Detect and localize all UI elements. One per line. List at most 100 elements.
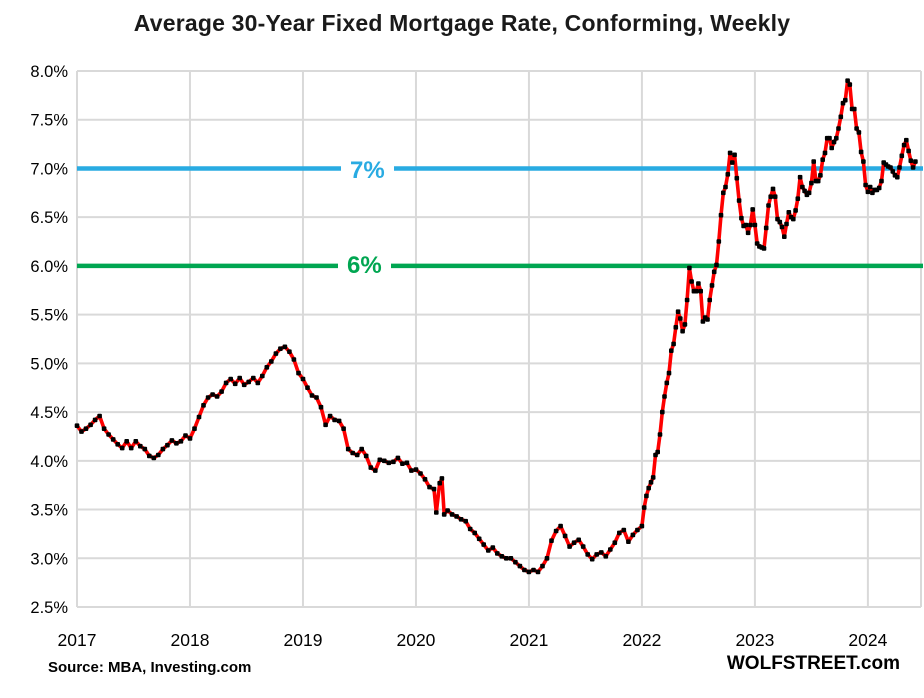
rate-marker <box>786 210 792 215</box>
rate-marker <box>745 230 751 236</box>
rate-marker <box>709 283 715 288</box>
rate-marker <box>797 174 803 180</box>
rate-marker <box>124 439 129 444</box>
rate-marker <box>766 203 771 208</box>
rate-marker <box>128 445 134 451</box>
rate-marker <box>169 438 175 443</box>
rate-marker <box>687 265 692 271</box>
rate-marker <box>811 159 816 164</box>
rate-marker <box>106 432 111 437</box>
rate-marker <box>138 443 143 449</box>
rate-marker <box>594 552 599 557</box>
rate-marker <box>441 512 447 517</box>
rate-marker <box>660 409 665 415</box>
rate-marker <box>908 158 914 163</box>
rate-marker <box>689 279 694 284</box>
wolfstreet-branding: WOLFSTREET.com <box>726 653 900 674</box>
rate-marker <box>278 346 283 351</box>
rate-marker <box>147 453 152 459</box>
rate-marker <box>309 393 315 398</box>
rate-marker <box>214 394 220 399</box>
rate-marker <box>255 380 261 386</box>
rate-marker <box>165 442 170 448</box>
rate-marker <box>768 194 773 199</box>
rate-marker <box>910 165 916 170</box>
x-axis-tick-label: 2021 <box>509 630 548 650</box>
y-axis-tick-label: 2.5% <box>30 599 68 617</box>
rate-marker <box>101 426 107 431</box>
rate-marker <box>739 215 744 221</box>
rate-marker <box>763 225 769 231</box>
rate-marker <box>684 297 690 303</box>
y-axis-tick-label: 4.0% <box>30 453 68 471</box>
rate-marker <box>373 468 378 473</box>
rate-marker <box>863 182 868 188</box>
rate-marker <box>251 375 256 381</box>
chart-title: Average 30-Year Fixed Mortgage Rate, Con… <box>133 10 791 36</box>
rate-marker <box>678 316 683 321</box>
y-axis-tick-label: 3.5% <box>30 502 68 520</box>
rate-marker <box>895 174 900 180</box>
rate-marker <box>664 380 670 386</box>
rate-marker <box>858 149 864 155</box>
rate-marker <box>540 563 545 569</box>
rate-marker <box>800 184 805 190</box>
rate-marker <box>795 196 801 201</box>
rate-marker <box>544 556 550 561</box>
rate-marker <box>395 455 401 461</box>
rate-marker <box>838 114 844 120</box>
rate-marker <box>79 429 84 434</box>
rate-marker <box>772 194 778 199</box>
rate-marker <box>913 159 918 164</box>
rate-marker <box>696 281 701 286</box>
rate-marker <box>522 567 527 573</box>
rate-marker <box>608 547 613 552</box>
rate-marker <box>743 222 749 228</box>
x-axis-tick-label: 2017 <box>58 630 97 650</box>
x-axis-tick-label: 2024 <box>848 630 887 650</box>
rate-marker <box>831 139 837 145</box>
rate-marker <box>809 180 814 186</box>
ref-line-6pct-label: 6% <box>338 251 391 281</box>
rate-marker <box>782 234 787 239</box>
rate-marker <box>363 453 369 459</box>
rate-marker <box>305 385 310 390</box>
y-axis-tick-label: 4.5% <box>30 404 68 422</box>
rate-marker <box>386 460 392 466</box>
rate-marker <box>490 545 496 550</box>
rate-marker <box>83 426 89 431</box>
rate-marker <box>626 539 631 544</box>
y-axis-tick-label: 6.5% <box>30 209 68 227</box>
rate-marker <box>680 328 685 334</box>
rate-marker <box>657 432 663 437</box>
rate-marker <box>264 365 270 370</box>
rate-marker <box>603 554 609 559</box>
rate-marker <box>791 216 796 222</box>
rate-marker <box>721 190 726 196</box>
rate-marker <box>639 523 645 529</box>
rate-marker <box>183 433 188 438</box>
rate-marker <box>431 486 437 492</box>
rate-marker <box>723 184 728 190</box>
rate-marker <box>734 175 740 181</box>
rate-marker <box>219 389 224 394</box>
rate-marker <box>673 325 679 330</box>
rate-marker <box>133 439 139 444</box>
rate-marker <box>897 165 902 170</box>
rate-marker <box>693 288 699 294</box>
rate-marker <box>793 208 798 213</box>
rate-marker <box>899 153 905 159</box>
rate-marker <box>671 341 676 347</box>
rate-marker <box>707 297 712 303</box>
rate-marker <box>205 395 211 400</box>
rate-marker <box>439 476 445 481</box>
rate-marker <box>700 319 706 324</box>
rate-marker <box>698 288 703 294</box>
rate-marker <box>852 106 857 112</box>
rate-marker <box>906 148 911 154</box>
rate-marker <box>526 569 532 575</box>
rate-marker <box>445 508 450 513</box>
y-axis-tick-label: 5.5% <box>30 307 68 325</box>
rate-marker <box>323 422 328 428</box>
rate-marker <box>705 317 710 322</box>
